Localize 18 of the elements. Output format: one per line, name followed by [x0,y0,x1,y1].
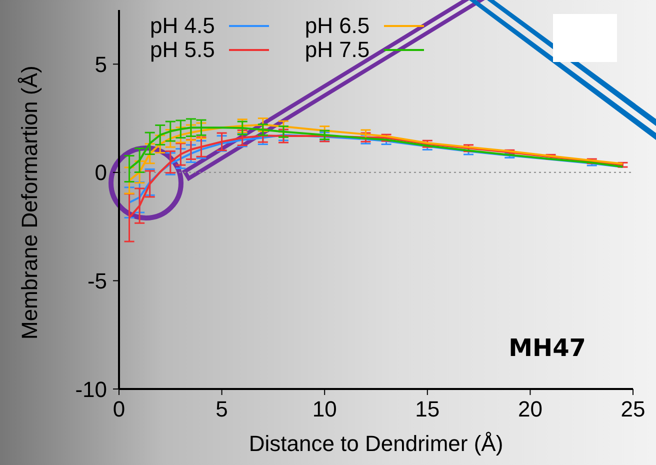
y-axis-title: Membrane Deformartion (Å) [16,66,42,340]
y-tick-label: -5 [87,268,107,294]
legend-label: pH 6.5 [304,13,370,38]
x-axis-title: Distance to Dendrimer (Å) [248,431,504,456]
x-tick-label: 20 [518,396,542,422]
legend-label: pH 5.5 [150,37,215,62]
annotation: MH47 [508,334,586,362]
x-tick-label: 15 [415,396,440,422]
legend-label: pH 7.5 [304,37,370,62]
legend-label: pH 4.5 [150,13,215,38]
y-tick-label: -10 [75,376,107,402]
x-tick-label: 25 [620,396,646,422]
line-series [128,124,624,182]
x-tick-label: 10 [312,396,337,422]
x-tick-label: 0 [112,396,126,422]
x-tick-label: 5 [216,396,228,422]
y-tick-label: 0 [94,160,107,186]
y-tick-label: 5 [94,52,107,77]
